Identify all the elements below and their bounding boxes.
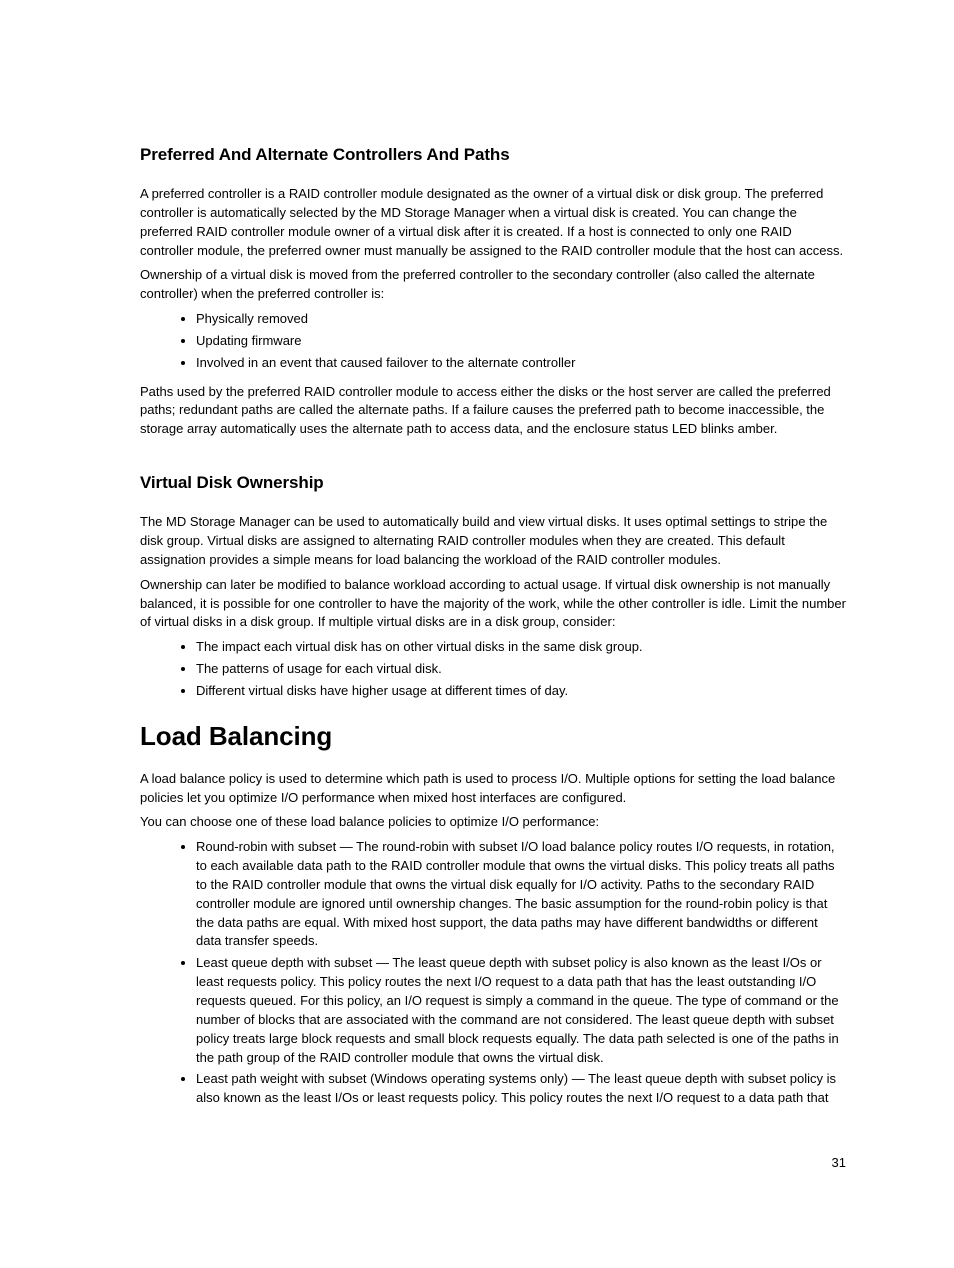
list-item: Updating firmware [196, 332, 846, 351]
list-item: Least queue depth with subset — The leas… [196, 954, 846, 1067]
heading-load-balancing: Load Balancing [140, 721, 846, 752]
paragraph: Ownership of a virtual disk is moved fro… [140, 266, 846, 304]
heading-preferred-alternate: Preferred And Alternate Controllers And … [140, 145, 846, 165]
list-item: The impact each virtual disk has on othe… [196, 638, 846, 657]
page-number: 31 [832, 1155, 846, 1170]
list-item: The patterns of usage for each virtual d… [196, 660, 846, 679]
paragraph: The MD Storage Manager can be used to au… [140, 513, 846, 570]
paragraph: You can choose one of these load balance… [140, 813, 846, 832]
paragraph: Ownership can later be modified to balan… [140, 576, 846, 633]
heading-virtual-disk-ownership: Virtual Disk Ownership [140, 473, 846, 493]
list-item: Physically removed [196, 310, 846, 329]
list-item: Round-robin with subset — The round-robi… [196, 838, 846, 951]
bullet-list: The impact each virtual disk has on othe… [140, 638, 846, 701]
bullet-list: Physically removed Updating firmware Inv… [140, 310, 846, 373]
bullet-list: Round-robin with subset — The round-robi… [140, 838, 846, 1108]
list-item: Different virtual disks have higher usag… [196, 682, 846, 701]
list-item: Least path weight with subset (Windows o… [196, 1070, 846, 1108]
paragraph: A preferred controller is a RAID control… [140, 185, 846, 260]
document-page: Preferred And Alternate Controllers And … [0, 0, 954, 1268]
list-item: Involved in an event that caused failove… [196, 354, 846, 373]
paragraph: A load balance policy is used to determi… [140, 770, 846, 808]
paragraph: Paths used by the preferred RAID control… [140, 383, 846, 440]
